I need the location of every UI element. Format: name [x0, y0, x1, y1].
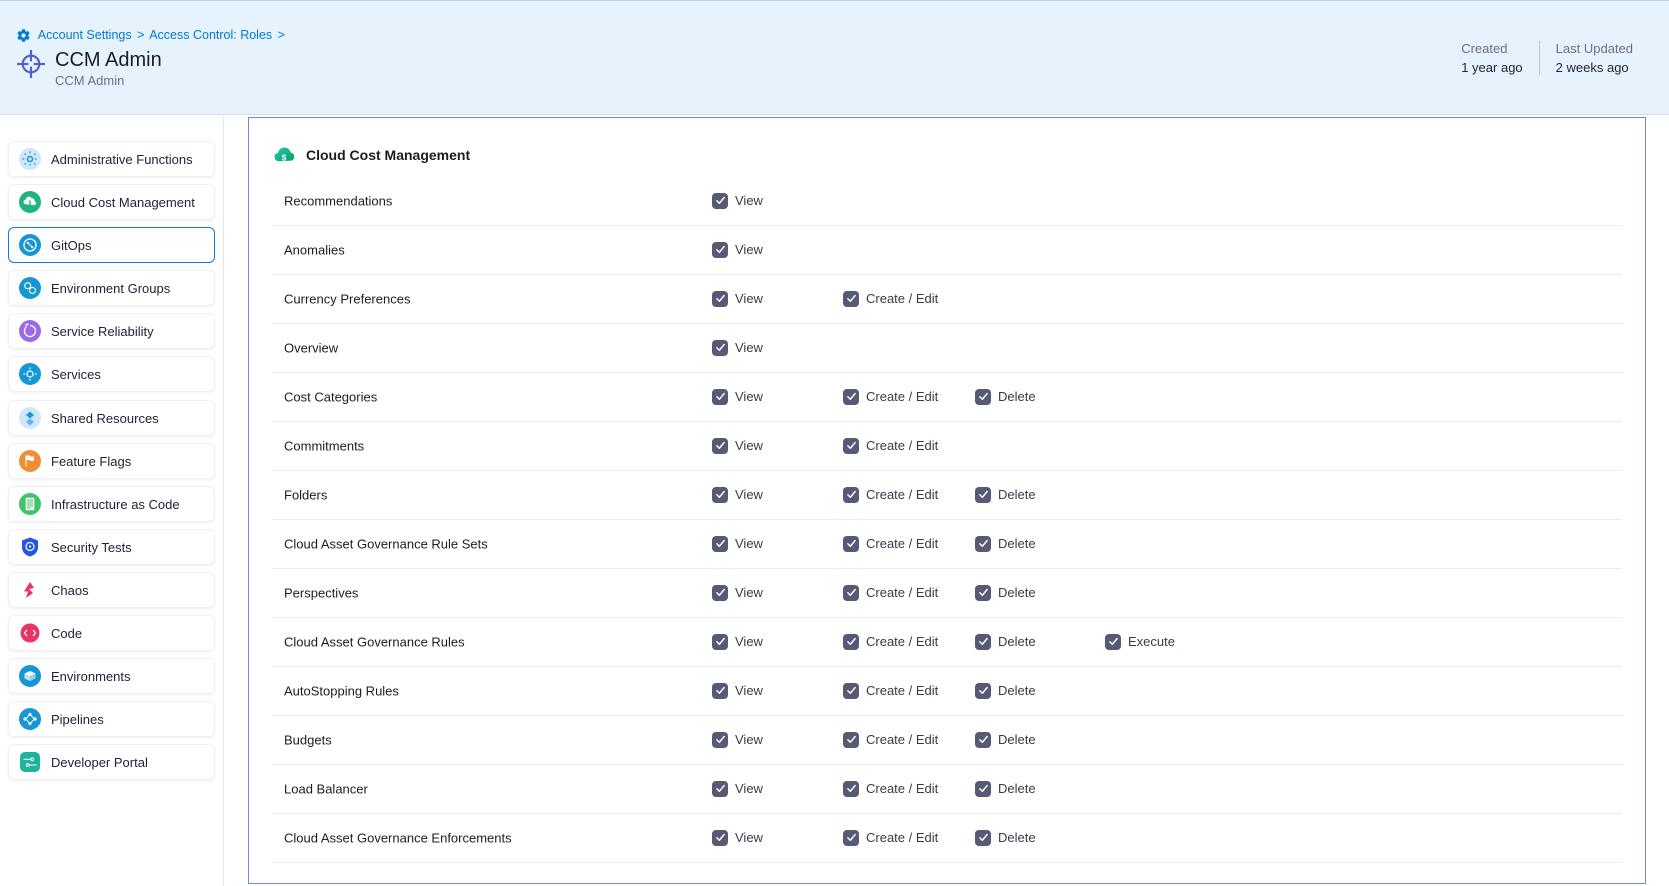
svg-text:$: $ — [282, 152, 287, 162]
svg-text:$: $ — [29, 200, 32, 206]
